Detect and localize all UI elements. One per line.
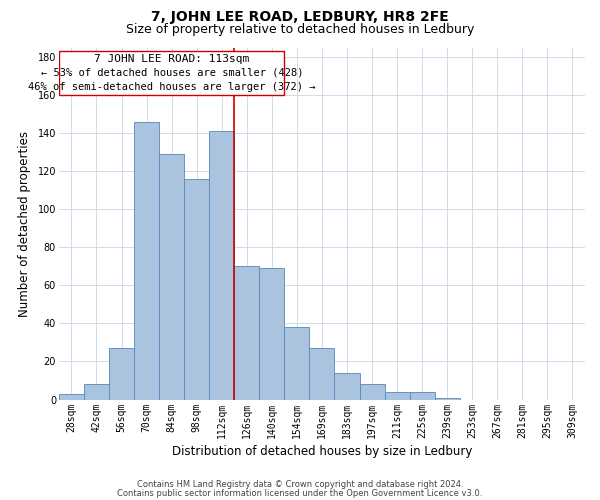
Y-axis label: Number of detached properties: Number of detached properties xyxy=(17,130,31,316)
Text: 46% of semi-detached houses are larger (372) →: 46% of semi-detached houses are larger (… xyxy=(28,82,316,92)
Bar xyxy=(109,348,134,400)
Bar xyxy=(259,268,284,400)
Text: Size of property relative to detached houses in Ledbury: Size of property relative to detached ho… xyxy=(126,22,474,36)
X-axis label: Distribution of detached houses by size in Ledbury: Distribution of detached houses by size … xyxy=(172,444,472,458)
Bar xyxy=(209,131,234,400)
Bar xyxy=(84,384,109,400)
Bar xyxy=(134,122,159,400)
Bar xyxy=(410,392,434,400)
Bar xyxy=(184,179,209,400)
Text: 7, JOHN LEE ROAD, LEDBURY, HR8 2FE: 7, JOHN LEE ROAD, LEDBURY, HR8 2FE xyxy=(151,10,449,24)
Bar xyxy=(234,266,259,400)
Bar xyxy=(159,154,184,400)
Text: 7 JOHN LEE ROAD: 113sqm: 7 JOHN LEE ROAD: 113sqm xyxy=(94,54,250,64)
Bar xyxy=(385,392,410,400)
Bar xyxy=(310,348,334,400)
Text: Contains public sector information licensed under the Open Government Licence v3: Contains public sector information licen… xyxy=(118,488,482,498)
Bar xyxy=(359,384,385,400)
Bar xyxy=(59,394,84,400)
Bar xyxy=(334,373,359,400)
FancyBboxPatch shape xyxy=(59,52,284,95)
Text: ← 53% of detached houses are smaller (428): ← 53% of detached houses are smaller (42… xyxy=(41,68,303,78)
Text: Contains HM Land Registry data © Crown copyright and database right 2024.: Contains HM Land Registry data © Crown c… xyxy=(137,480,463,489)
Bar xyxy=(434,398,460,400)
Bar xyxy=(284,327,310,400)
